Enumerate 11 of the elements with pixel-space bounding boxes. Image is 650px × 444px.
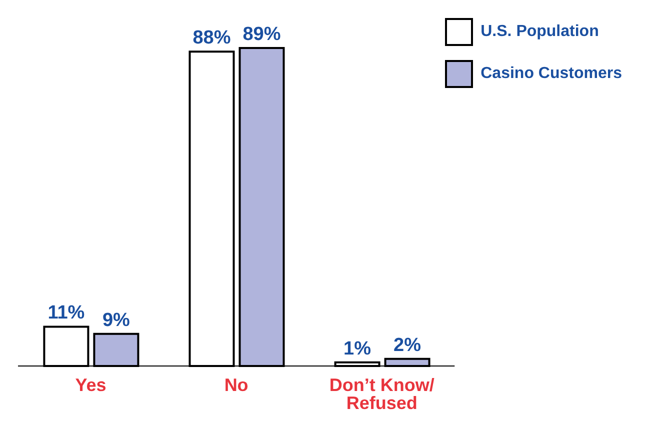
x-tick-label: Yes bbox=[75, 374, 106, 395]
data-label: 1% bbox=[344, 338, 372, 360]
data-label: 89% bbox=[242, 24, 281, 45]
data-label: 2% bbox=[394, 334, 422, 356]
legend-label: U.S. Population bbox=[480, 23, 599, 41]
x-tick-label: Don’t Know/ Refused bbox=[329, 374, 434, 413]
data-label: 9% bbox=[102, 310, 130, 331]
data-label: 88% bbox=[192, 28, 231, 49]
legend-label: Casino Customers bbox=[480, 65, 622, 83]
x-tick-label: No bbox=[224, 374, 248, 395]
data-label: 11% bbox=[48, 302, 85, 324]
